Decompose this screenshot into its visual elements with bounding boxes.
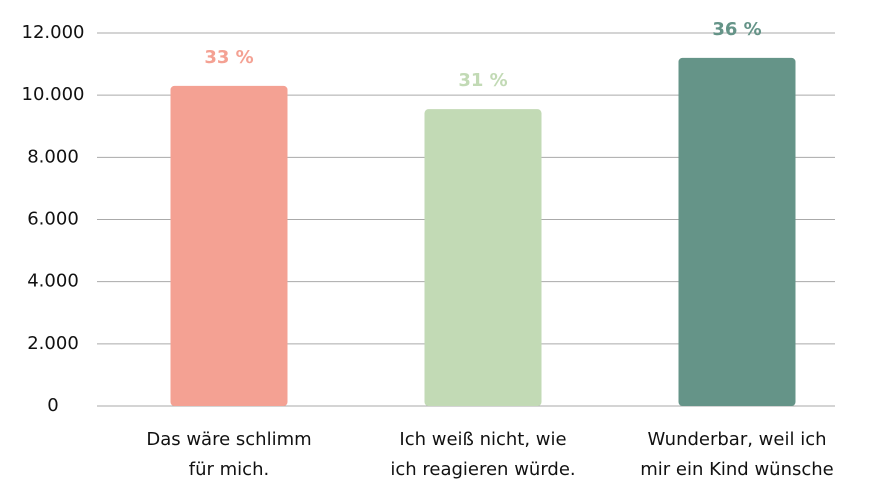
x-tick-label: Das wäre schlimm	[146, 429, 311, 450]
bar	[170, 85, 288, 406]
y-tick-label: 10.000	[22, 84, 85, 105]
bar-annotation: 31 %	[458, 70, 507, 91]
x-tick-label: ich reagieren würde.	[390, 459, 575, 480]
y-tick-label: 12.000	[22, 22, 85, 43]
x-tick-label: für mich.	[189, 459, 269, 480]
y-tick-label: 2.000	[27, 333, 79, 354]
x-tick-label: mir ein Kind wünsche	[640, 459, 834, 480]
x-tick-label: Wunderbar, weil ich	[648, 429, 827, 450]
bar	[424, 109, 542, 406]
bar	[678, 57, 796, 406]
y-tick-label: 6.000	[27, 209, 79, 230]
y-tick-label: 4.000	[27, 271, 79, 292]
y-tick-label: 0	[47, 395, 58, 416]
bar-annotation: 36 %	[712, 19, 761, 40]
y-tick-label: 8.000	[27, 146, 79, 167]
x-tick-label: Ich weiß nicht, wie	[399, 429, 566, 450]
bar-annotation: 33 %	[204, 47, 253, 68]
